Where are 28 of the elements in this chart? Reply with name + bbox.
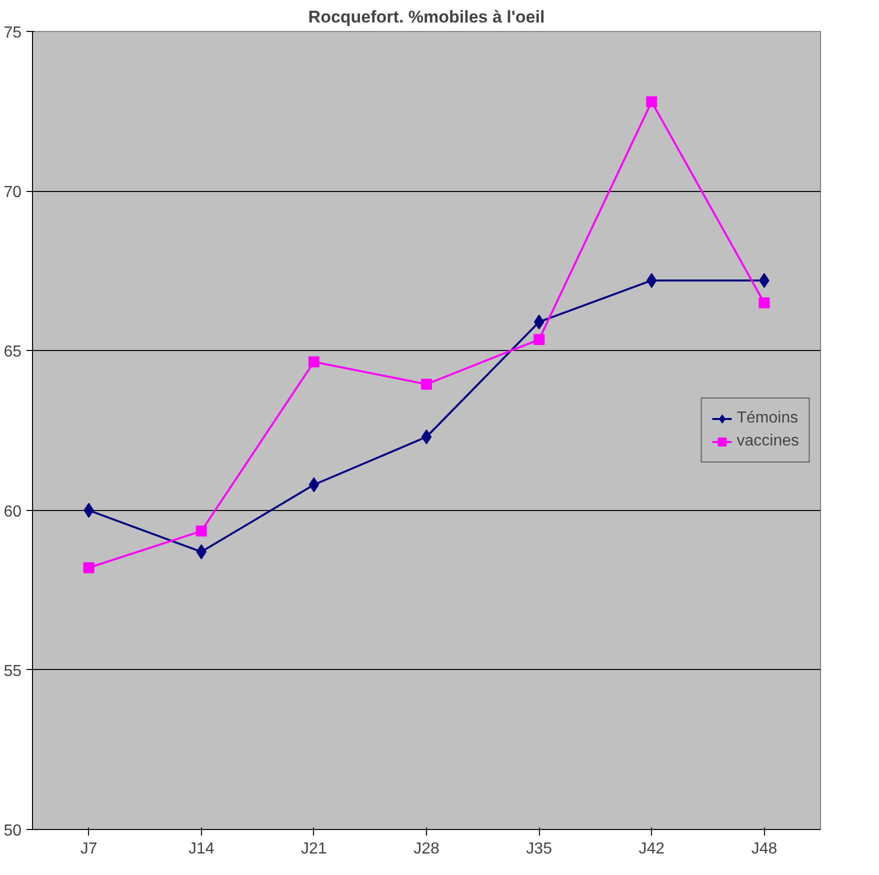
point: [534, 334, 545, 346]
point: [758, 297, 770, 308]
point: [196, 544, 207, 560]
y-tick-label: 65: [4, 344, 22, 361]
point: [308, 356, 320, 368]
y-tick-label: 60: [4, 503, 22, 520]
point: [196, 526, 207, 537]
x-tick-label: J42: [638, 840, 665, 858]
x-tick-label: J14: [188, 840, 214, 858]
point: [83, 562, 94, 574]
point: [646, 96, 658, 108]
point: [308, 477, 320, 492]
point: [534, 314, 544, 330]
chart-title: Rocquefort. %mobiles à l'oeil: [308, 8, 545, 26]
legend-label: Témoins: [736, 410, 798, 428]
y-tick-label: 50: [4, 822, 22, 840]
x-tick-label: J21: [301, 840, 327, 858]
point: [421, 429, 432, 444]
y-tick-label: 75: [4, 24, 22, 42]
x-tick-label: J35: [526, 840, 552, 858]
x-tick-label: J7: [80, 840, 98, 858]
point: [421, 378, 432, 390]
legend-label: vaccines: [736, 432, 799, 450]
x-tick-label: J28: [414, 840, 440, 858]
point: [646, 272, 657, 288]
y-tick-label: 55: [4, 662, 22, 680]
y-tick-label: 70: [4, 184, 22, 202]
x-tick-label: J48: [751, 840, 778, 858]
